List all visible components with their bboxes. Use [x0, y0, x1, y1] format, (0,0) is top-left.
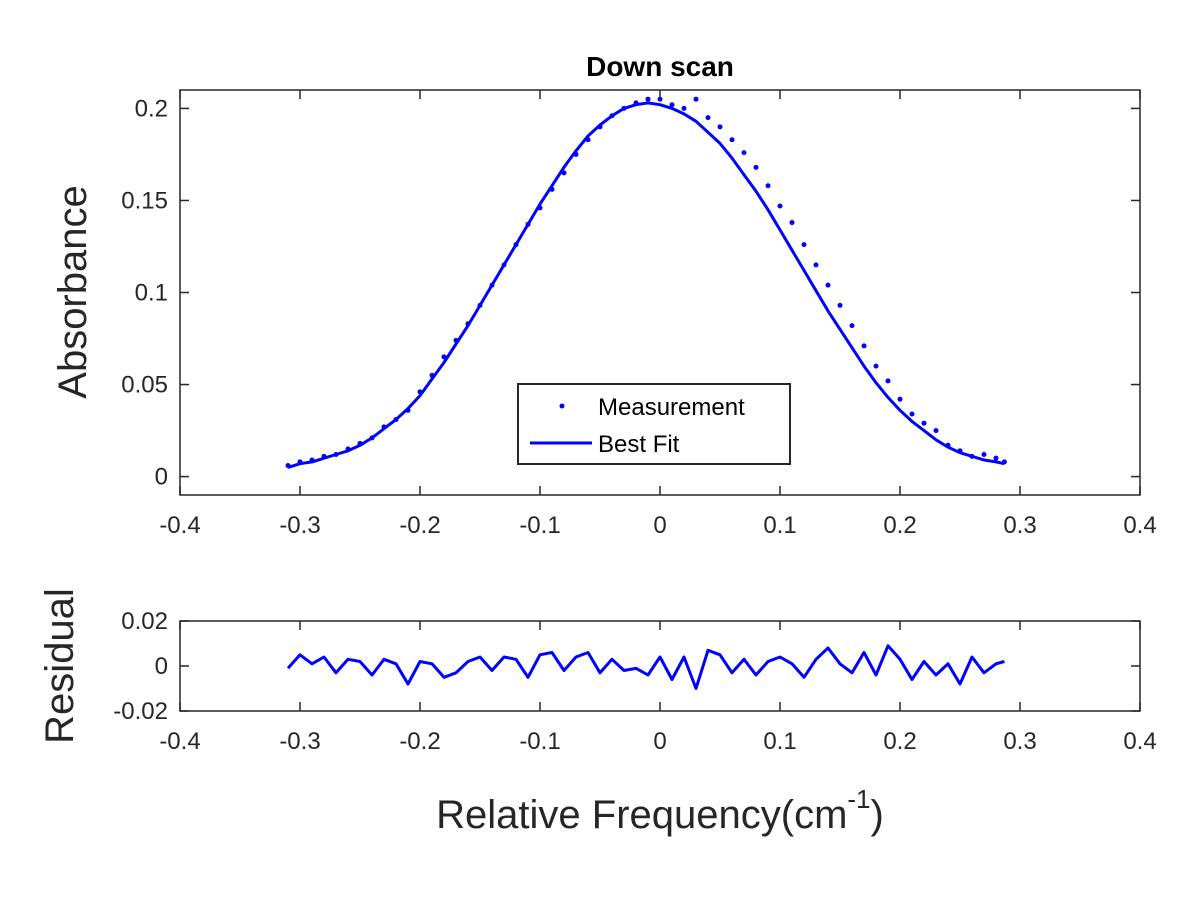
residual-x-tick-label: -0.3 [279, 728, 320, 755]
y-axis-label-residual: Residual [38, 588, 82, 744]
measurement-point [705, 115, 711, 121]
measurement-point [741, 150, 747, 156]
residual-x-tick-label: 0 [653, 728, 666, 755]
residual-x-tick-label: 0.1 [763, 728, 796, 755]
measurement-point [861, 343, 867, 349]
absorbance-x-tick-label: -0.3 [279, 512, 320, 539]
absorbance-x-tick-label: 0.4 [1123, 512, 1156, 539]
absorbance-x-tick-label: 0.1 [763, 512, 796, 539]
best-fit-line [287, 101, 1005, 469]
residual-x-tick-label: 0.4 [1123, 728, 1156, 755]
measurement-point [909, 411, 915, 417]
legend-label-measurement: Measurement [598, 394, 745, 421]
measurement-point [849, 323, 855, 329]
measurement-point [993, 455, 999, 461]
legend-box [517, 383, 791, 465]
residual-y-tick-label: -0.02 [113, 698, 168, 725]
x-axis-label-superscript: -1 [847, 784, 870, 814]
absorbance-panel: Down scan Absorbance -0.4 -0.3 -0.2 -0.1 0 0.… [51, 51, 1157, 539]
absorbance-y-tick-label: 0.05 [121, 372, 168, 399]
residual-y-tick-label: 0.02 [121, 608, 168, 635]
legend: Measurement Best Fit [517, 383, 791, 465]
measurement-point [813, 262, 819, 268]
absorbance-y-tick-label: 0.15 [121, 187, 168, 214]
residual-x-ticks: -0.4 -0.3 -0.2 -0.1 0 0.1 0.2 0.3 0.4 [159, 621, 1157, 755]
absorbance-x-tick-label: -0.1 [519, 512, 560, 539]
absorbance-y-tick-label: 0.2 [135, 95, 168, 122]
measurement-point [657, 96, 663, 102]
residual-line [286, 644, 1005, 690]
residual-y-ticks: -0.02 0 0.02 [113, 608, 1140, 725]
absorbance-y-tick-label: 0 [155, 464, 168, 491]
x-axis-label-suffix: ) [871, 793, 884, 837]
x-axis-label: Relative Frequency(cm-1) [436, 784, 884, 837]
measurement-point [681, 105, 687, 111]
measurement-point [825, 282, 831, 288]
measurement-point [669, 102, 675, 108]
measurement-point [765, 183, 771, 189]
legend-marker-measurement [559, 403, 565, 409]
residual-x-tick-label: -0.2 [399, 728, 440, 755]
measurement-point [729, 137, 735, 143]
measurement-point [789, 220, 795, 226]
residual-x-tick-label: 0.3 [1003, 728, 1036, 755]
measurement-point [897, 396, 903, 402]
absorbance-y-ticks: 0 0.05 0.1 0.15 0.2 [121, 95, 1140, 491]
residual-x-tick-label: -0.4 [159, 728, 200, 755]
absorbance-x-tick-label: 0 [653, 512, 666, 539]
x-axis-label-main: Relative Frequency(cm [436, 793, 847, 837]
residual-x-tick-label: 0.2 [883, 728, 916, 755]
residual-plot-area [286, 644, 1005, 690]
measurement-point [933, 428, 939, 434]
measurement-point [873, 363, 879, 369]
measurement-point [777, 203, 783, 209]
absorbance-x-tick-label: 0.2 [883, 512, 916, 539]
measurement-point [753, 164, 759, 170]
absorbance-x-ticks: -0.4 -0.3 -0.2 -0.1 0 0.1 0.2 0.3 0.4 [159, 90, 1157, 539]
measurement-point [717, 124, 723, 130]
absorbance-x-tick-label: 0.3 [1003, 512, 1036, 539]
absorbance-x-tick-label: -0.4 [159, 512, 200, 539]
measurement-point [837, 302, 843, 308]
measurement-point [981, 452, 987, 457]
measurement-point [885, 378, 891, 384]
measurement-point [921, 420, 927, 426]
absorbance-plot-area [285, 96, 1007, 469]
absorbance-x-tick-label: -0.2 [399, 512, 440, 539]
residual-y-tick-label: 0 [155, 653, 168, 680]
residual-x-tick-label: -0.1 [519, 728, 560, 755]
measurement-point [645, 96, 651, 102]
chart-title: Down scan [586, 51, 734, 82]
legend-label-best-fit: Best Fit [598, 431, 680, 458]
measurement-point [693, 96, 699, 102]
absorbance-y-tick-label: 0.1 [135, 280, 168, 307]
measurement-point [801, 242, 807, 248]
y-axis-label-absorbance: Absorbance [51, 185, 95, 398]
residual-panel: Residual -0.4 -0.3 -0.2 -0.1 0 0.1 0.2 0.3 0.4 -… [38, 588, 1157, 837]
